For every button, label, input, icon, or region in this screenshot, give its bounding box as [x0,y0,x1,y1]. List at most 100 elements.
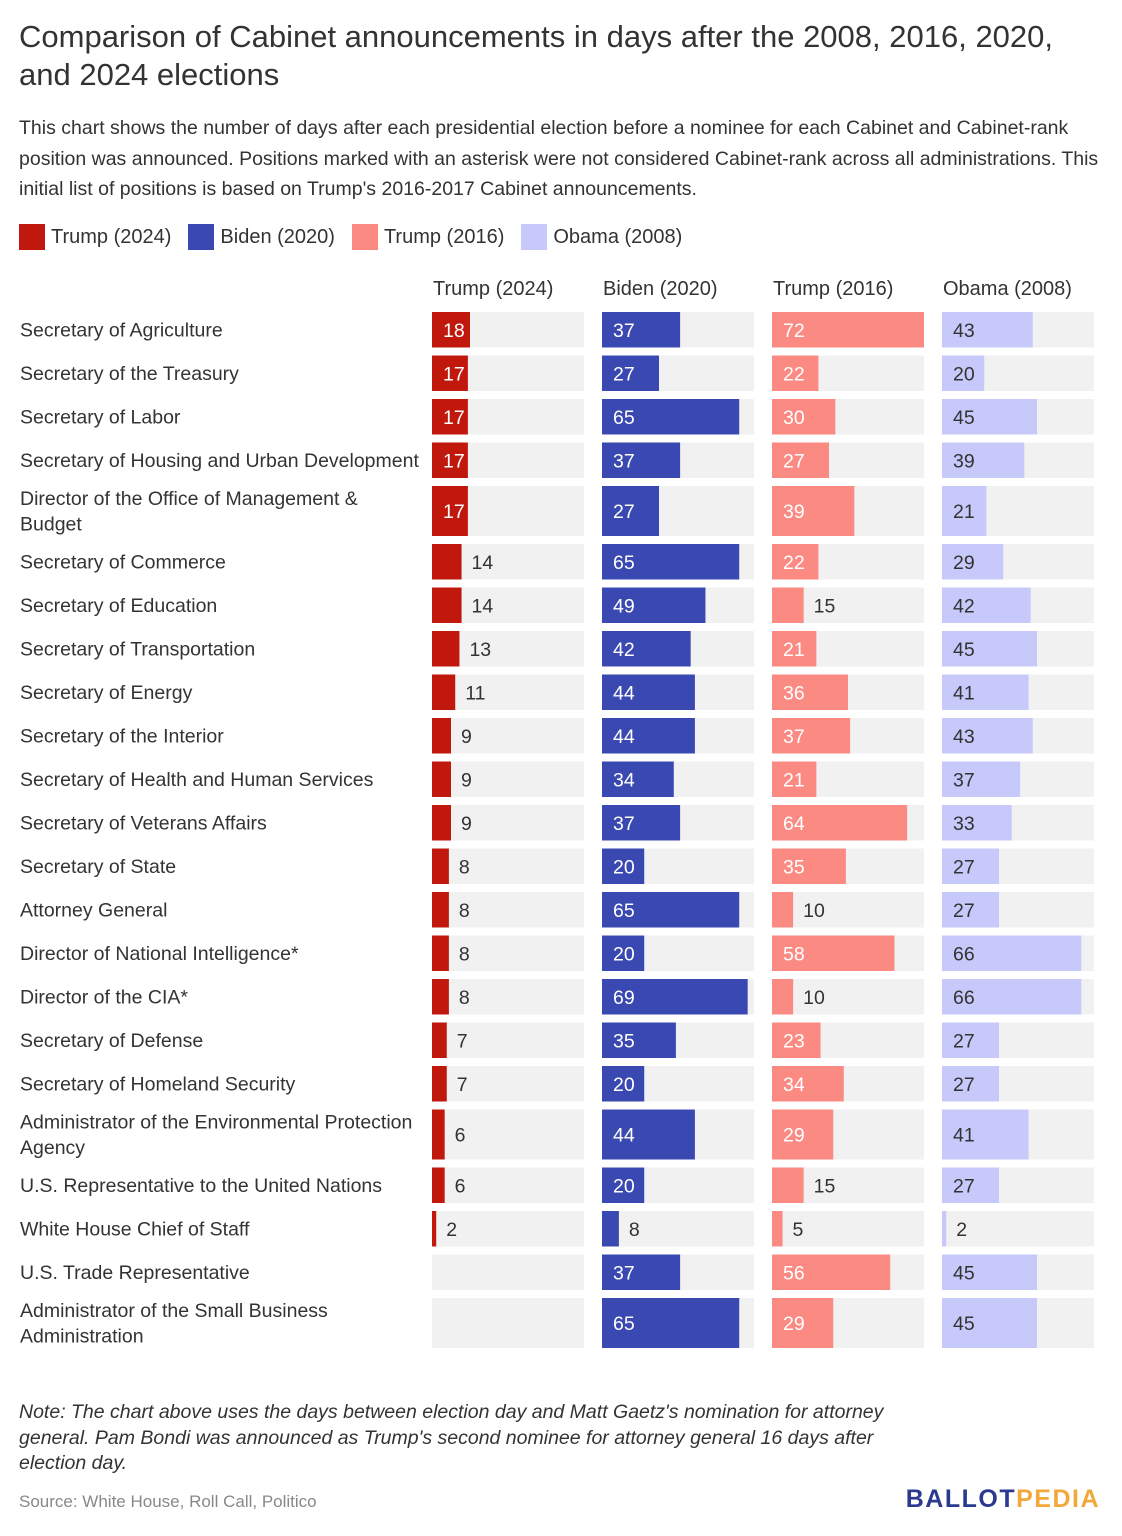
data-label-trump-2024: 9 [461,726,472,748]
bar-obama-2008 [942,631,1037,667]
row-label-u-s-trade-representative: U.S. Trade Representative [20,1262,250,1284]
bar-trump-2016 [772,631,817,667]
bar-biden-2020 [602,935,645,971]
data-label-trump-2024: 6 [455,1175,466,1197]
bar-obama-2008 [942,805,1012,841]
data-label-biden-2020: 65 [613,407,635,429]
bar-trump-2024 [432,892,449,928]
bar-biden-2020 [602,805,681,841]
data-label-trump-2016: 36 [783,682,805,704]
data-label-trump-2016: 27 [783,450,805,472]
bar-obama-2008 [942,355,985,391]
data-label-trump-2024: 9 [461,769,472,791]
bar-biden-2020 [602,848,645,884]
legend-swatch [351,224,378,250]
bar-trump-2024 [432,848,449,884]
data-label-biden-2020: 8 [629,1219,640,1241]
data-label-obama-2008: 43 [953,320,975,342]
bar-obama-2008 [942,312,1033,348]
bar-obama-2008 [942,442,1025,478]
data-label-trump-2016: 22 [783,363,805,385]
data-label-trump-2016: 15 [814,1175,836,1197]
row-label-secretary-of-state: Secretary of State [20,856,176,878]
bar-biden-2020 [602,544,740,580]
data-label-trump-2024: 8 [459,943,470,965]
row-label-secretary-of-veterans-affairs: Secretary of Veterans Affairs [20,812,267,834]
bar-trump-2016 [772,1109,834,1160]
legend-swatch [188,224,215,250]
bar-trump-2024 [432,312,470,348]
data-label-obama-2008: 66 [953,987,975,1009]
data-label-trump-2016: 56 [783,1262,805,1284]
data-label-trump-2024: 7 [457,1030,468,1052]
bar-biden-2020 [602,1109,695,1160]
data-label-trump-2024: 7 [457,1074,468,1096]
bar-biden-2020 [602,355,659,391]
data-label-trump-2016: 58 [783,943,805,965]
bar-chart: Trump (2024) Biden (2020) Trump (2016) Obam… [20,278,1094,1348]
data-label-biden-2020: 37 [613,813,635,835]
data-label-obama-2008: 43 [953,726,975,748]
bar-biden-2020 [602,1167,645,1203]
bar-trump-2024 [432,1066,447,1102]
source-text: Source: White House, Roll Call, Politico [19,1492,317,1511]
bar-trump-2024 [432,674,456,710]
bar-trump-2016 [772,979,794,1015]
bar-obama-2008 [942,848,999,884]
data-label-trump-2024: 17 [443,450,465,472]
row-label-secretary-of-energy: Secretary of Energy [20,682,193,704]
bar-trump-2016 [772,935,895,971]
bar-trump-2016 [772,805,908,841]
data-label-trump-2016: 72 [783,320,805,342]
data-label-trump-2016: 64 [783,813,805,835]
data-label-obama-2008: 21 [953,501,975,523]
legend-label: Trump (2024) [51,225,172,248]
data-label-trump-2016: 10 [803,900,825,922]
bar-track [432,1298,584,1348]
bar-trump-2016 [772,1167,804,1203]
legend-item-obama-2008: Obama (2008) [521,224,682,250]
column-header-obama-2008: Obama (2008) [943,278,1072,300]
data-label-obama-2008: 27 [953,1030,975,1052]
bar-trump-2024 [432,587,462,623]
data-label-biden-2020: 27 [613,363,635,385]
data-label-biden-2020: 65 [613,1313,635,1335]
bar-biden-2020 [602,892,740,928]
data-label-obama-2008: 27 [953,1074,975,1096]
bar-trump-2016 [772,892,794,928]
bar-obama-2008 [942,935,1082,971]
row-label-attorney-general: Attorney General [20,899,167,921]
data-label-trump-2024: 17 [443,501,465,523]
bar-obama-2008 [942,399,1037,435]
data-label-trump-2016: 23 [783,1030,805,1052]
chart-subtitle: This chart shows the number of days afte… [19,117,1099,200]
legend-label: Obama (2008) [553,225,683,248]
bar-trump-2016 [772,587,804,623]
row-label-secretary-of-defense: Secretary of Defense [20,1030,203,1052]
bar-trump-2024 [432,442,468,478]
bar-obama-2008 [942,544,1004,580]
data-label-biden-2020: 20 [613,1074,635,1096]
bar-biden-2020 [602,1066,645,1102]
ballotpedia-logo: BALLOTPEDIA [906,1485,1100,1514]
row-label-secretary-of-homeland-security: Secretary of Homeland Security [20,1073,296,1095]
bar-track [432,1211,584,1247]
bar-biden-2020 [602,1022,676,1058]
legend-item-trump-2016: Trump (2016) [351,224,504,250]
bar-track [432,848,584,884]
legend-item-biden-2020: Biden (2020) [188,224,335,250]
data-label-trump-2024: 8 [459,856,470,878]
data-label-biden-2020: 65 [613,552,635,574]
bar-obama-2008 [942,486,987,536]
bar-trump-2016 [772,544,819,580]
bar-trump-2024 [432,1109,445,1160]
data-label-trump-2016: 37 [783,726,805,748]
bar-trump-2024 [432,761,451,797]
bar-trump-2016 [772,1211,783,1247]
data-label-biden-2020: 20 [613,1175,635,1197]
bar-trump-2016 [772,312,924,348]
bar-biden-2020 [602,674,695,710]
bar-trump-2016 [772,1066,844,1102]
data-label-trump-2024: 6 [455,1125,466,1147]
row-label-secretary-of-housing-and-urban-development: Secretary of Housing and Urban Developme… [20,450,419,472]
